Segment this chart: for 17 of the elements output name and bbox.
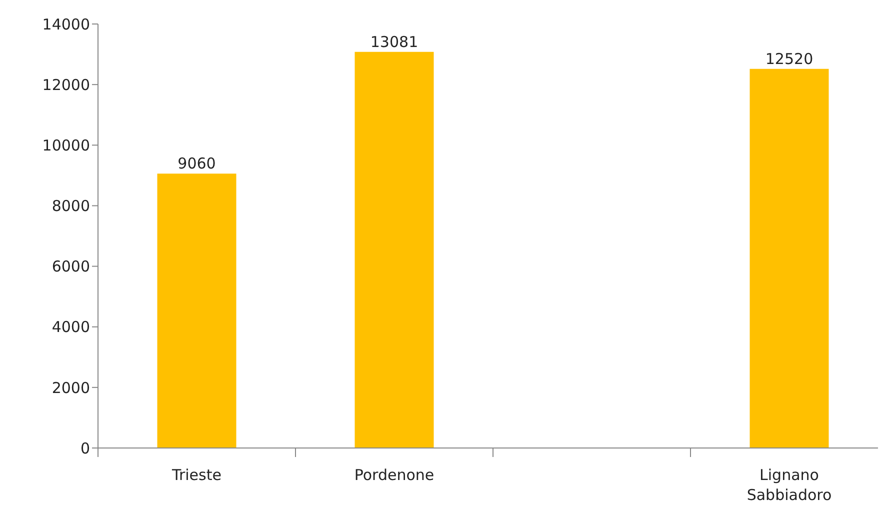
y-tick-label: 0 — [80, 439, 90, 458]
y-tick-label: 12000 — [42, 76, 90, 94]
bar — [354, 52, 434, 448]
y-tick-label: 14000 — [42, 15, 90, 34]
data-label: 12520 — [765, 50, 814, 68]
y-tick-label: 10000 — [42, 136, 90, 154]
bar — [157, 174, 236, 448]
y-tick-label: 4000 — [52, 318, 90, 336]
data-label: 9060 — [178, 154, 216, 173]
y-tick-label: 6000 — [52, 258, 90, 276]
data-label: 13081 — [370, 32, 418, 51]
x-tick-label: Lignano Sabbiadoro — [746, 466, 832, 504]
y-tick-label: 8000 — [52, 197, 90, 216]
x-tick-label: Trieste — [171, 466, 222, 484]
bar — [750, 68, 829, 448]
x-tick-label: Pordenone — [354, 466, 434, 484]
y-tick-label: 2000 — [52, 378, 90, 397]
